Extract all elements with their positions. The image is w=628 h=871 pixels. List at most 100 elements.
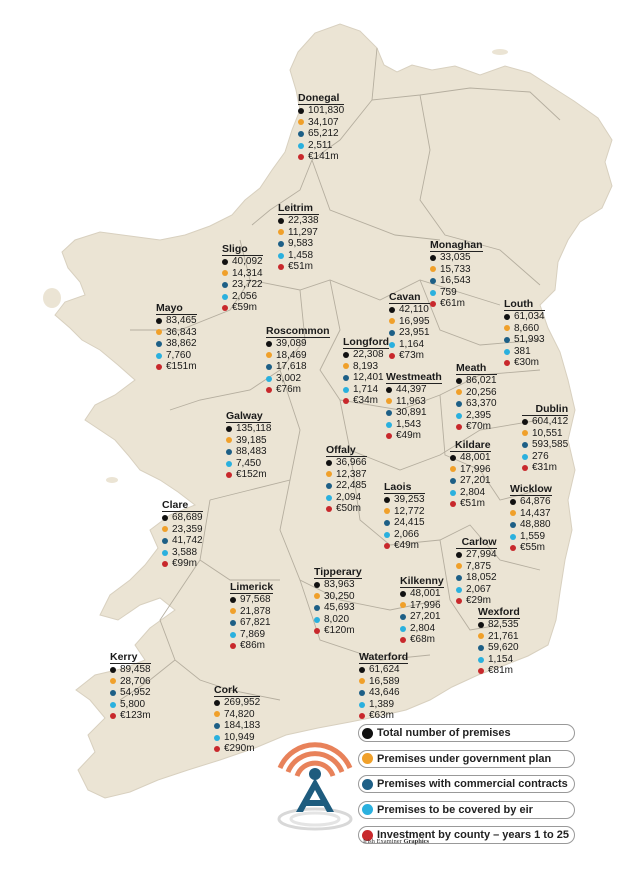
investment-row: €63m: [359, 710, 408, 722]
government-plan-row: 8,660: [504, 323, 545, 335]
total-premises-row: 64,876: [510, 496, 552, 508]
government-plan-row: 36,843: [156, 327, 197, 339]
government-plan-value: 74,820: [224, 708, 255, 720]
government-dot-icon: [510, 510, 516, 517]
total-premises-row: 135,118: [226, 423, 271, 435]
rathlin-island: [492, 49, 508, 55]
investment-dot-icon: [226, 472, 232, 479]
government-plan-row: 12,772: [384, 506, 425, 518]
investment-dot-icon: [362, 829, 373, 841]
investment-value: €70m: [466, 421, 492, 433]
total-dot-icon: [504, 313, 510, 320]
eir-value: 1,543: [396, 418, 422, 430]
total-premises-row: 61,034: [504, 311, 545, 323]
investment-dot-icon: [510, 545, 516, 552]
investment-value: €151m: [166, 361, 197, 373]
eir-dot-icon: [343, 386, 349, 393]
total-premises-row: 48,001: [450, 452, 491, 464]
commercial-dot-icon: [226, 448, 232, 455]
total-dot-icon: [222, 258, 228, 265]
eir-dot-icon: [156, 352, 162, 359]
county-name: Dublin: [522, 403, 569, 416]
county-name: Mayo: [156, 302, 197, 315]
county-name: Meath: [456, 362, 497, 375]
commercial-dot-icon: [362, 778, 373, 790]
government-dot-icon: [456, 389, 462, 396]
government-plan-row: 74,820: [214, 709, 260, 721]
eir-dot-icon: [230, 631, 236, 638]
government-plan-row: 30,250: [314, 591, 362, 603]
government-plan-value: 15,733: [440, 263, 471, 275]
total-dot-icon: [389, 306, 395, 313]
total-dot-icon: [386, 386, 392, 393]
government-dot-icon: [456, 563, 462, 570]
commercial-value: 23,951: [399, 327, 430, 339]
total-dot-icon: [230, 596, 236, 603]
eir-value: 1,389: [369, 698, 395, 710]
commercial-dot-icon: [400, 613, 406, 620]
investment-row: €49m: [384, 540, 425, 552]
government-dot-icon: [359, 678, 365, 685]
county-name: Laois: [384, 481, 425, 494]
government-plan-row: 8,193: [343, 361, 389, 373]
ireland-landmass: [54, 23, 613, 799]
eir-value: 10,949: [224, 731, 255, 743]
government-dot-icon: [110, 678, 116, 685]
commercial-row: 30,891: [386, 407, 442, 419]
total-premises-row: 83,963: [314, 579, 362, 591]
total-dot-icon: [266, 340, 272, 347]
county-kerry: Kerry 89,458 28,706 54,952 5,800 €123m: [110, 651, 151, 722]
eir-value: 1,714: [353, 383, 379, 395]
eir-dot-icon: [222, 293, 228, 300]
eir-dot-icon: [326, 494, 332, 501]
eir-dot-icon: [386, 421, 392, 428]
broadcast-tower-icon: [277, 742, 353, 831]
county-dublin: Dublin 604,412 10,551 593,585 276 €31m: [522, 403, 569, 474]
commercial-row: 17,618: [266, 361, 330, 373]
commercial-dot-icon: [478, 644, 484, 651]
government-plan-row: 14,437: [510, 508, 552, 520]
investment-value: €61m: [440, 298, 466, 310]
commercial-dot-icon: [384, 519, 390, 526]
eir-row: 2,066: [384, 529, 425, 541]
government-dot-icon: [384, 508, 390, 515]
total-premises-row: 86,021: [456, 375, 497, 387]
government-plan-row: 28,706: [110, 676, 151, 688]
government-plan-value: 14,314: [232, 267, 263, 279]
eir-row: 1,164: [389, 339, 430, 351]
eir-dot-icon: [384, 531, 390, 538]
total-premises-value: 48,001: [410, 588, 441, 599]
achill-island: [43, 288, 61, 308]
county-mayo: Mayo 83,465 36,843 38,862 7,760 €151m: [156, 302, 197, 373]
commercial-value: 38,862: [166, 338, 197, 350]
government-plan-row: 18,469: [266, 350, 330, 362]
commercial-dot-icon: [359, 689, 365, 696]
government-dot-icon: [400, 602, 406, 609]
eir-value: 2,066: [394, 528, 420, 540]
total-premises-row: 39,253: [384, 494, 425, 506]
county-name: Clare: [162, 499, 203, 512]
eir-value: 2,511: [308, 139, 333, 151]
county-westmeath: Westmeath 44,397 11,963 30,891 1,543 €49…: [386, 371, 442, 442]
eir-value: 5,800: [120, 698, 146, 710]
investment-row: €30m: [504, 357, 545, 369]
legend-item-eir: Premises to be covered by eir: [358, 800, 575, 819]
eir-value: 276: [532, 450, 549, 462]
investment-row: €123m: [110, 710, 151, 722]
eir-dot-icon: [522, 453, 528, 460]
legend-item-government: Premises under government plan: [358, 749, 575, 768]
investment-value: €49m: [394, 540, 420, 552]
commercial-row: 16,543: [430, 275, 483, 287]
commercial-dot-icon: [343, 374, 349, 381]
investment-row: €86m: [230, 640, 273, 652]
total-premises-row: 269,952: [214, 697, 260, 709]
investment-value: €76m: [276, 384, 302, 396]
investment-dot-icon: [400, 637, 406, 644]
commercial-row: 23,951: [389, 327, 430, 339]
commercial-row: 23,722: [222, 279, 263, 291]
government-plan-value: 8,660: [514, 322, 540, 334]
commercial-row: 45,693: [314, 602, 362, 614]
county-offaly: Offaly 36,966 12,387 22,485 2,094 €50m: [326, 444, 367, 515]
commercial-dot-icon: [430, 277, 436, 284]
